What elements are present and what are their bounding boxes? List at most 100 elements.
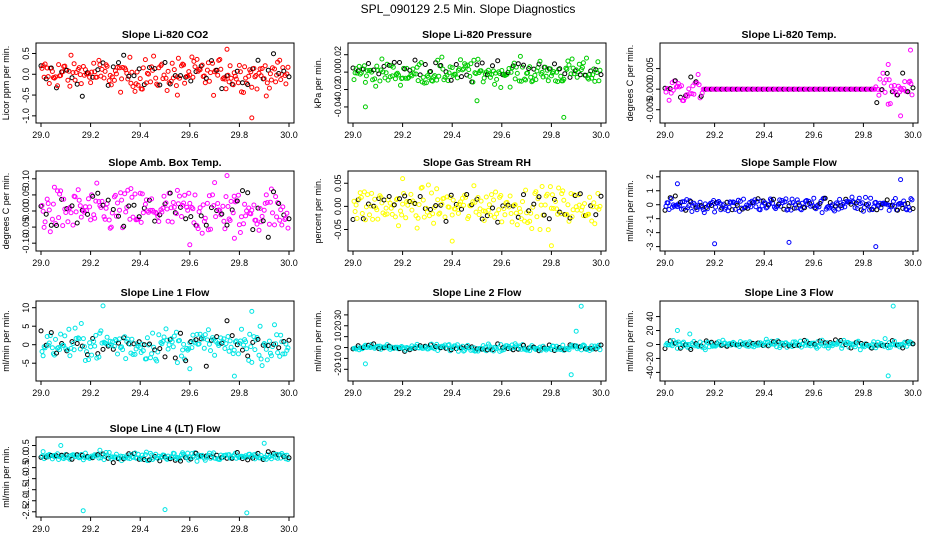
data-point (194, 223, 200, 229)
data-point (523, 77, 529, 83)
data-point (240, 347, 245, 353)
data-point (175, 201, 181, 207)
data-point (101, 457, 107, 463)
data-point (375, 216, 381, 222)
data-point (196, 341, 202, 347)
data-point (71, 347, 77, 353)
data-point (507, 193, 513, 199)
data-point (110, 346, 116, 352)
data-point (196, 209, 202, 215)
y-axis-label: degrees C per min. (1, 173, 11, 250)
x-tick-label: 29.0 (32, 258, 50, 268)
data-point (408, 72, 414, 78)
x-tick-label: 30.0 (592, 388, 610, 398)
data-point (527, 64, 533, 70)
data-point (688, 74, 694, 80)
y-tick-label: -1.0 (21, 108, 31, 124)
data-points (38, 440, 292, 516)
data-point (506, 66, 512, 71)
data-point (437, 210, 443, 216)
chart-panel: Slope Gas Stream RH 29.0 29.2 29.4 29.6 29.8 3… (313, 157, 610, 268)
data-point (169, 60, 175, 66)
data-point (825, 345, 831, 351)
data-point (691, 91, 697, 97)
data-point (148, 79, 153, 85)
data-point (434, 186, 440, 192)
data-point (517, 209, 523, 215)
data-point (517, 53, 523, 59)
data-point (67, 83, 73, 89)
data-point (445, 78, 451, 84)
data-point (431, 220, 437, 226)
outlier-point (224, 46, 230, 52)
data-point (478, 198, 484, 204)
data-point (272, 66, 277, 72)
data-point (82, 204, 88, 210)
data-point (446, 342, 452, 348)
data-point (247, 331, 253, 337)
outlier-point (873, 244, 879, 250)
data-point (218, 66, 224, 72)
data-point (418, 60, 424, 66)
data-point (900, 345, 906, 351)
data-point (352, 209, 358, 214)
data-point (369, 190, 375, 196)
data-point (259, 363, 265, 369)
data-point (205, 227, 211, 233)
data-point (142, 452, 148, 458)
data-point (237, 338, 243, 344)
data-point (593, 212, 599, 218)
data-point (726, 204, 732, 210)
data-point (566, 62, 572, 68)
x-tick-label: 29.0 (656, 130, 674, 140)
data-point (521, 62, 526, 68)
data-point (884, 197, 890, 203)
data-point (82, 450, 88, 456)
data-point (233, 76, 239, 82)
y-tick-label: 10 (21, 303, 31, 313)
data-point (849, 194, 855, 200)
y-axis-label: percent per min. (313, 178, 323, 243)
data-point (286, 74, 292, 80)
x-tick-label: 29.2 (706, 388, 724, 398)
data-point (42, 345, 48, 351)
data-point (73, 209, 79, 215)
x-tick-label: 29.0 (32, 388, 50, 398)
data-point (97, 330, 103, 336)
data-point (170, 200, 176, 205)
data-point (194, 331, 200, 337)
data-point (244, 346, 250, 352)
x-tick-label: 29.4 (443, 130, 461, 140)
data-point (466, 213, 472, 219)
data-point (842, 204, 848, 210)
y-axis-label: ml/min per min. (625, 180, 635, 242)
data-point (78, 321, 84, 326)
outlier-point (908, 47, 913, 53)
data-point (527, 218, 533, 224)
data-point (210, 192, 215, 198)
data-point (220, 203, 226, 209)
data-point (569, 214, 575, 220)
data-point (421, 214, 427, 220)
outlier-point (231, 373, 237, 379)
data-point (194, 56, 200, 62)
data-point (692, 80, 698, 86)
data-point (356, 63, 362, 69)
data-point (109, 454, 115, 460)
data-point (198, 213, 204, 219)
data-point (200, 202, 206, 208)
data-point (415, 78, 421, 84)
x-tick-label: 29.0 (656, 388, 674, 398)
data-point (400, 201, 406, 207)
data-point (78, 214, 84, 220)
data-point (545, 227, 551, 233)
data-point (358, 194, 364, 200)
data-point (565, 202, 571, 208)
data-point (266, 338, 272, 344)
data-point (189, 54, 195, 60)
data-point (57, 347, 63, 352)
data-point (198, 63, 204, 69)
data-point (528, 74, 534, 80)
data-point (208, 70, 213, 76)
data-point (286, 455, 292, 461)
